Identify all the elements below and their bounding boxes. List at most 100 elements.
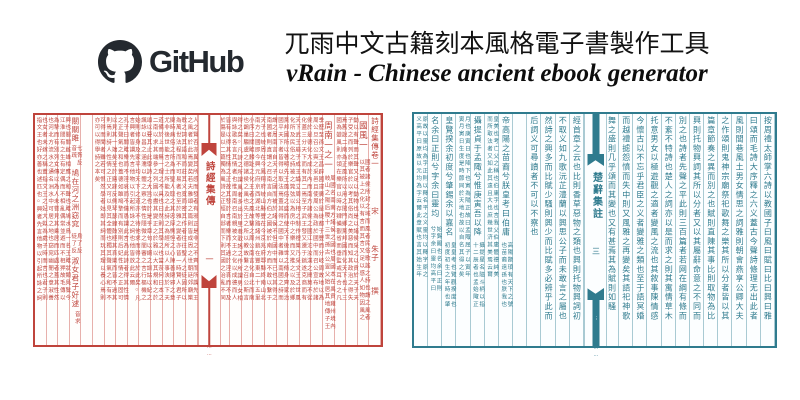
colophon-mark: ⋯⋯	[206, 345, 213, 359]
annotation-left: 也鵲巢騶虞之德諸侯之風也先王之所以教故繫之召公斯言	[242, 117, 249, 302]
text-column: 歌之詞其語和而莊其义寬而密其作者往往聖人之徒固所以 為萬世法程而不可易者也至於雅之…	[174, 115, 186, 345]
annotation-right: 人之賢否亦異其所感而發者有邪正是非之不齊而所謂先王	[191, 117, 198, 302]
annotation-right: 攝提星名隨斗柄以指	[478, 242, 485, 309]
vertical-text-run: 國風一	[358, 121, 369, 151]
text-column: 風則閭巷風土男女情思之詞雅則朝會燕享公卿大夫	[732, 114, 747, 346]
annotation-left: 則焉則詩人性情之正又可以見其全體也獨其聲氣之和有不	[105, 117, 112, 302]
vertical-text-run: 然詩之興多而比賦少騷則興少而比賦多必辨乎此而	[544, 116, 554, 321]
title-block: 兀雨中文古籍刻本風格電子書製作工具 vRain - Chinese ancien…	[262, 30, 732, 88]
vertical-text-run: 名余曰正則兮字余曰靈均	[430, 116, 440, 219]
vertical-text-run: 帝高陽之苗裔兮朕皇考曰伯庸	[501, 116, 511, 237]
annotation-right: 黨邦國所以著明先王風俗之盛而使天下後世之脩身齊家治	[282, 117, 289, 302]
text-column: 皆有以得其性情之正故其發於言者樂而不過於淫哀而不及 於傷是以二篇獨為風詩之正經自邶…	[218, 115, 230, 345]
vertical-text-run: 而越禮摅怨憤而失中則又風雅之再變矣其語祀神歌	[621, 116, 631, 321]
colophon-mark: ⋯⋯	[593, 346, 599, 360]
vertical-text-run: 別之也詩者先聲之平此則三百篇者若网在綱有條而	[678, 116, 688, 321]
vertical-text-run: 按周禮太師掌六詩以教國子曰風曰賦曰比曰興曰雅	[763, 116, 773, 321]
vertical-text-run: 不取义如九歌沅芷澧蘭以興思公子而未敢言之屬也	[558, 116, 568, 321]
text-column: 然詩之興多而比賦少騷則興少而比賦多必辨乎此而	[541, 114, 556, 346]
text-column: 得之矣○凡詩之所謂風者多出於里巷歌謠之作所謂男女相 與詠歌各言其情者也惟周南召南親…	[230, 115, 242, 345]
text-column: 為摯而有別列女傳以為人未嘗見其乘居而匹處者蓋其性然 也河北方流水之通名洲水中可居之…	[47, 115, 59, 345]
vertical-text-run: 曰頌而毛詩大序釋之六义蓋古今聲詩條理无出此者	[749, 116, 759, 321]
vertical-text-run: 舞之盛則几乎頌而其變也又有甚焉其為賦則如騷	[607, 116, 617, 312]
github-wordmark: GitHub	[149, 44, 245, 79]
text-column: 皇美也考亡父之稱也伯庸字也言我父伯庸體德純美 而所取法者又如此其遠且大也庶幾世济其…	[485, 114, 499, 346]
annotation-right: 始則修身及家平均天下之道亦不待他求而得之於此矣○凡	[133, 117, 140, 303]
text-column: 孔子曰關雎樂而不淫哀而不傷愚謂此言為此詩者得其性情 之正聲氣之和也蓋德如雎鳩摯而有…	[116, 115, 128, 345]
double-column-annotation: 天子也岐周在今鳳翔府岐山縣豐在今京兆府鄠縣終南山北 南方之國即今興元府京西湖北等路…	[253, 117, 266, 302]
text-column: 今懷古以不忘乎君臣之义者變雅之類也至于語冥婚	[633, 114, 648, 346]
vertical-text-run: 周南一之一	[323, 121, 334, 170]
banxin-center-column: 楚辭集註三 ⋯ ⋯⋯	[584, 114, 607, 360]
text-column: 天下武王崩子成王誦立周公相之制作禮樂乃采文王之世風 化所及民俗之詩被之筦弦以為房中…	[288, 115, 300, 345]
annotation-right: 始錫賜也名余曰正則	[435, 226, 442, 293]
text-column: 天子也岐周在今鳳翔府岐山縣豐在今京兆府鄠縣終南山北 南方之國即今興元府京西湖北等路…	[253, 115, 265, 345]
double-column-annotation: 七胥反 音疏	[70, 145, 82, 167]
annotation-right: 得之矣○凡詩之所謂風者多出於里巷歌謠之作所謂男女相	[236, 117, 243, 303]
double-column-annotation: 可得而聞者雖若可恨然學者姑即其詞而玩其理以養心焉則 亦可以得學詩之本矣	[93, 117, 106, 302]
annotation-left: 岐山之陽后稷十三世孫古公亶父始居其地傳子王	[323, 175, 330, 331]
vertical-text-run: 詩經集傳卷一	[370, 117, 380, 168]
text-column: 后詞义可尋讀者不可以不察也	[527, 114, 542, 346]
vertical-text-run: 鳩在河之洲窈窕	[70, 169, 80, 229]
chuci-page-preview: 按周禮太師掌六詩以教國子曰風曰賦曰比曰興曰雅 曰頌而毛詩大序釋之六义蓋古今聲詩條理…	[412, 112, 777, 360]
annotation-right: 天子也岐周在今鳳翔府岐山縣豐在今京兆府鄠縣終南山北	[259, 117, 266, 302]
github-octocat-icon	[98, 40, 142, 83]
annotation-left: 化蓋三分天下而有其二焉至子武王發又遷于鎬遂克商而有	[300, 117, 307, 302]
double-column-annotation: 始則修身及家平均天下之道亦不待他求而得之於此矣○凡 言興者皆謂先言他物以引起所詠之…	[128, 117, 140, 303]
text-column: 興也關關雌雄相應之和聲也雎鳩水鳥一名王雎狀類鳧鷖今 江淮間有之生有定偶而不相亂偶常…	[58, 115, 70, 345]
annotation-left: 化所及民俗之詩被之筦弦以為房中之樂而又推之以及於鄉	[288, 117, 295, 302]
double-column-annotation: 黨邦國所以著明先王風俗之盛而使天下後世之脩身齊家治 國平天下者皆得以取法焉蓋其得之…	[277, 117, 289, 302]
double-column-annotation: 道備於上而無一理之不具也曰然則其學之也當奈何曰本之 二南以求其端參之列國以盡其變正…	[151, 117, 164, 302]
annotation-right: 國者諸侯所封之域而風者民俗歌謠之詩也謂之風者	[363, 159, 370, 322]
text-column: 經首章之云也比則香草惡物之類也興則托物興詞初	[570, 114, 584, 346]
empty-column	[513, 114, 528, 346]
recto-half: 按周禮太師掌六詩以教國子曰風曰賦曰比曰興曰雅 曰頌而毛詩大序釋之六义蓋古今聲詩條理…	[605, 114, 775, 346]
annotation-right: 焉舊說二南為正風所以用之閨門鄉黨邦國而化天下也十三	[340, 117, 347, 302]
vertical-text-run: 淑女君子好逑	[70, 257, 80, 308]
text-column: 周南一之一 周國名南南方諸侯之國也周國本在禹貢雍州境內 岐山之陽后稷十三世孫古公亶父…	[323, 115, 335, 345]
double-column-annotation: 小序曰關雎麟趾之化王者之風故繫之周公南言化自北而南 也鵲巢騶虞之德諸侯之風也先王之…	[242, 117, 254, 302]
annotation-left: 而所取法者又如此其遠且大也庶幾世济其美焉云爾	[486, 116, 493, 279]
double-column-annotation: 攝提星名隨斗柄以指 十二辰者也孟始陬正	[471, 242, 484, 309]
annotation-left: 子受之而列於樂官於以考其俗尚之美惡而知其政治之得失	[346, 117, 353, 302]
elephant-trunk-top	[592, 114, 599, 154]
annotation-right: 音求	[73, 311, 80, 326]
banxin-title: 楚辭集註	[590, 172, 602, 220]
project-title-cjk: 兀雨中文古籍刻本風格電子書製作工具	[284, 31, 710, 58]
text-column: 托意男女以極遊觀之適者變風之流也其敘事陳情感	[647, 114, 662, 346]
annotation-right: 歌之詞其語和而莊其义寬而密其作者往往聖人之徒固所以	[180, 117, 187, 302]
annotation-right: 季歷至孫文王昌辟國寖廣於是徙都于豐而分岐周故地以為	[317, 117, 324, 302]
annotation-left: 二南以求其端參之列國以盡其變正之於雅以大其規和之於	[151, 117, 158, 302]
text-column: 焉舊說二南為正風所以用之閨門鄉黨邦國而化天下也十三 國為變風則亦領在樂官以時存肄備…	[335, 115, 347, 345]
annotation-left: 尤非後世能言之士所能及之此詩之為經所以人事浹於下天	[163, 117, 170, 302]
annotation-left: 徒了反	[70, 233, 77, 256]
double-column-annotation: 侯於是德化大成於內而南方諸侯之國江沱汝漢之間莫不從 化蓋三分天下而有其二焉至子武王…	[300, 117, 312, 302]
banxin-page-number: 一	[205, 255, 214, 264]
annotation-right: 興也關關雌雄相應之和聲也雎鳩水鳥一名王雎狀類鳧鷖今	[64, 117, 71, 302]
double-column-annotation: 始錫賜也名余曰正則 兮字余曰靈均高平曰	[428, 226, 441, 293]
annotation-right: 閔時病俗之所為而聖人取之其忠厚惻怛之心陳善閉邪之意	[168, 117, 175, 302]
text-column: 動以有聲而其聲又足以動物也是以諸侯采之以貢於天子天 子受之而列於樂官於以考其俗尚之…	[346, 115, 358, 345]
verso-half: 人之賢否亦異其所感而發者有邪正是非之不齊而所謂先王 之風者於此焉變矣若夫雅頌之篇則…	[35, 115, 198, 345]
github-logo[interactable]: GitHub	[98, 40, 245, 84]
vertical-text-run: 托意男女以極遊觀之適者變風之流也其敘事陳情感	[650, 116, 660, 321]
fishtail-down-icon	[587, 154, 604, 166]
fishtail-up-icon	[201, 275, 217, 288]
annotation-left: 也苗裔遠孫也朕我也	[500, 242, 507, 309]
vertical-text-run: 后詞义可尋讀者不可以不察也	[529, 116, 539, 237]
banxin-center-column: 詩經集傳一 ⋯⋯	[197, 115, 221, 359]
fishtail-up-icon	[587, 288, 604, 300]
annotation-left: 之風者於此焉變矣若夫雅頌之篇則皆成周之世朝廷郊廟樂	[186, 117, 193, 302]
verso-half: 經首章之云也比則香草惡物之類也興則托物興詞初 不取义如九歌沅芷澧蘭以興思公子而未敢…	[414, 114, 584, 346]
vertical-text-run: 風則閭巷風土男女情思之詞雅則朝會燕享公卿大夫	[735, 116, 745, 321]
text-column: 攝提貞于孟陬兮惟庚寅吾以降 攝提星名隨斗柄以指 十二辰者也孟始陬正	[471, 114, 485, 346]
double-column-annotation: 國者諸侯所封之域而風者民俗歌謠之詩也謂之風者 以其被上之化以有言而其言又足以感人如…	[358, 159, 370, 322]
text-column: 篇章節奏之異而別之也賦則直陳其事比則取物為比	[704, 114, 719, 346]
annotation-right: 天下武王崩子成王誦立周公相之制作禮樂乃采文王之世風	[294, 117, 301, 302]
annotation-left: 於傷是以二篇獨為風詩之正經自邶而下則其國之治亂不同	[218, 117, 225, 302]
annotation-left: 十二辰者也孟始陬正	[471, 242, 478, 309]
annotation-right: 月也庚寅日也降下也寅為陽正故曰孟陬屈子以寅年	[463, 116, 470, 279]
double-column-annotation: 以見其一端矣至於寤寐反側琴瑟鐘鼓極其哀樂而皆不過其 則焉則詩人性情之正又可以見其全…	[105, 117, 117, 302]
annotation-left: 南方之國即今興元府京西湖北等路諸州鎬在豐東二十五里	[253, 117, 260, 302]
